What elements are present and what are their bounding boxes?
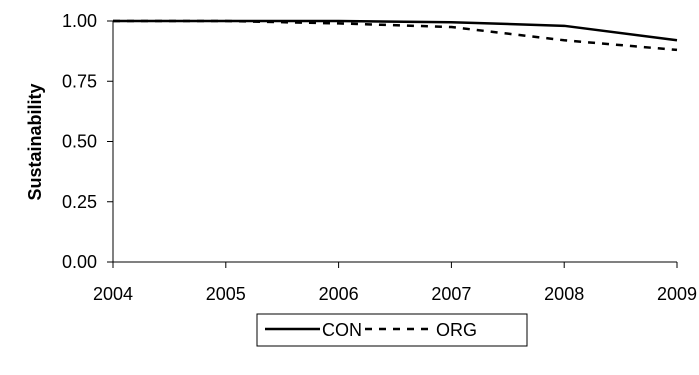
x-tick-label: 2008	[544, 284, 584, 304]
x-tick-label: 2009	[657, 284, 697, 304]
x-tick-label: 2005	[206, 284, 246, 304]
axes	[112, 21, 677, 263]
legend-label-org: ORG	[436, 320, 477, 340]
y-tick-label: 0.25	[62, 192, 97, 212]
x-tick-label: 2006	[319, 284, 359, 304]
x-tick-label: 2007	[431, 284, 471, 304]
legend: CON ORG	[256, 313, 528, 347]
y-tick-label: 1.00	[62, 11, 97, 31]
y-tick-label: 0.00	[62, 252, 97, 272]
x-tick-label: 2004	[93, 284, 133, 304]
legend-label-con: CON	[322, 320, 362, 340]
series-layer	[113, 19, 678, 52]
x-ticks: 2004 2005 2006 2007 2008 2009	[93, 262, 697, 304]
series-line-con	[113, 19, 678, 42]
y-tick-label: 0.50	[62, 132, 97, 152]
y-ticks: 0.00 0.25 0.50 0.75 1.00	[62, 11, 113, 272]
series-line-org	[113, 19, 678, 52]
y-tick-label: 0.75	[62, 71, 97, 91]
y-axis-title: Sustainability	[25, 83, 45, 200]
